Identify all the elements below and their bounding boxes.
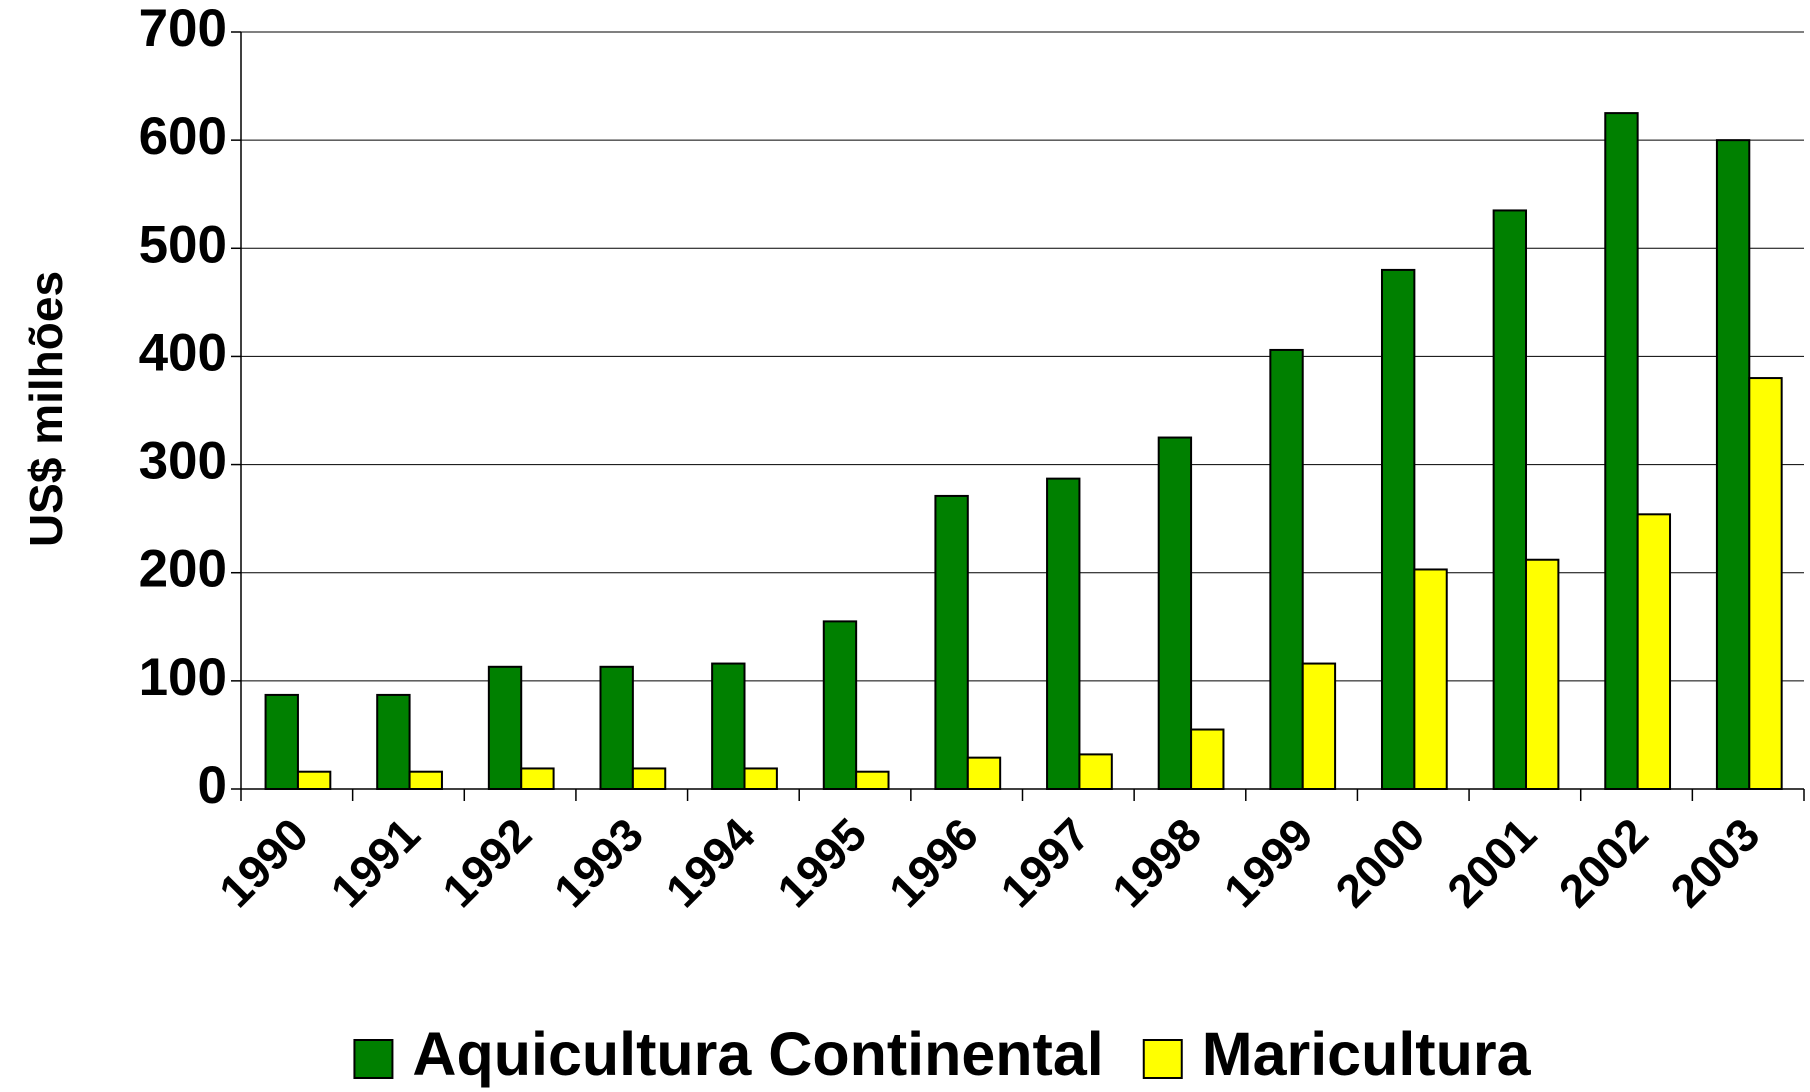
y-tick-label: 600 [139,107,227,166]
x-tick-label: 1997 [990,808,1099,917]
x-tick-label: 1992 [432,808,541,917]
x-tick-label: 1996 [879,808,988,917]
bar [1301,662,1337,790]
bar [1413,568,1448,790]
bar [822,620,858,791]
bar [966,756,1002,790]
bar [599,665,634,791]
bar [855,770,890,790]
bar [1046,477,1081,790]
bar [408,770,443,790]
bar [631,767,667,791]
x-tick-label: 1993 [544,808,653,917]
y-tick-label: 100 [139,648,227,707]
legend-label: Maricultura [1202,1020,1532,1088]
bar [711,662,746,790]
x-tick-label: 1999 [1214,808,1323,917]
bar [1190,728,1225,790]
y-tick-label: 500 [139,215,227,274]
y-tick-label: 300 [139,432,227,491]
bar [1604,112,1639,791]
bar [296,770,332,790]
bar [1525,558,1560,790]
bar [1492,209,1528,790]
x-tick-label: 1998 [1102,808,1211,917]
bar [1748,377,1783,790]
x-tick-label: 2001 [1437,808,1546,917]
x-tick-label: 1990 [209,808,318,917]
bar [1715,139,1751,790]
bar [934,494,969,790]
x-tick-label: 2003 [1660,808,1769,917]
bar [1157,436,1193,790]
bar [264,693,299,790]
bar [1269,348,1304,790]
bar [376,693,411,790]
y-tick-label: 0 [198,756,227,815]
bar [520,767,555,791]
bar [743,767,778,791]
bar [1636,513,1672,790]
legend-label: Aquicultura Continental [412,1020,1103,1088]
bar [1380,268,1416,790]
legend-swatch [1142,1039,1183,1079]
x-tick-label: 2000 [1325,808,1434,917]
x-tick-label: 1991 [321,808,430,917]
bar [487,665,523,791]
x-tick-label: 2002 [1549,808,1658,917]
y-tick-label: 700 [139,0,227,58]
y-axis-label: US$ milhões [20,271,72,547]
bar [1078,753,1113,790]
y-tick-label: 200 [139,540,227,599]
x-tick-label: 1995 [767,808,876,917]
legend-swatch [353,1039,394,1079]
y-tick-label: 400 [139,323,227,382]
x-tick-label: 1994 [656,808,765,917]
